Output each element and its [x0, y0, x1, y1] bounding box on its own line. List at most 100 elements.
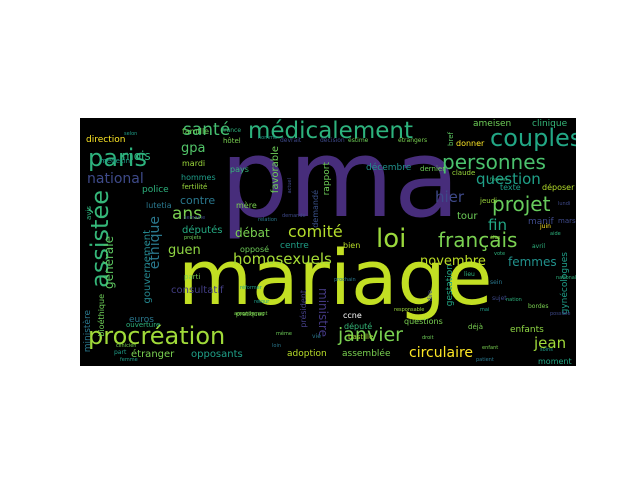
word: euros [129, 315, 154, 325]
word: adoption [287, 349, 327, 359]
word: procréation [88, 322, 226, 350]
word: fin [488, 216, 507, 234]
word: paris [88, 144, 147, 172]
word: comité [288, 222, 343, 241]
word: gouvernement [142, 230, 153, 304]
word: hommes [181, 173, 216, 182]
word: semaine [184, 215, 206, 221]
word: jean [534, 334, 567, 352]
word: novembre [420, 254, 486, 269]
word: mars [558, 217, 576, 225]
word: moment [538, 357, 572, 366]
word: président [299, 290, 308, 328]
word: hôtel [223, 137, 241, 145]
word: police [142, 185, 169, 195]
word: enfant [482, 345, 499, 351]
word: amendement [234, 311, 268, 317]
word: mai [480, 307, 490, 313]
word: ministre [316, 288, 330, 337]
word: tour [457, 211, 478, 222]
word: dire [427, 290, 434, 302]
word: actuel [287, 178, 293, 194]
word: réformer [240, 285, 262, 291]
word: contre [180, 194, 216, 207]
word: mois [122, 149, 151, 163]
word: texte [500, 183, 521, 192]
word: demande [282, 213, 306, 219]
word: centre [280, 241, 309, 251]
word: vote [494, 251, 506, 257]
word: pays [230, 165, 249, 174]
word: homosexuels [233, 250, 332, 268]
word: fourest [490, 177, 508, 183]
word: déposer [542, 183, 575, 192]
word: générale [102, 236, 116, 289]
word: pma [220, 118, 460, 242]
word: débat [235, 226, 270, 240]
word: fertilité [182, 183, 208, 191]
word: projet [492, 192, 551, 216]
word: loin [272, 343, 282, 349]
word: donner [456, 139, 485, 148]
word: aide [550, 231, 561, 237]
word: consultatif [171, 285, 224, 296]
word: gynécologues [560, 252, 570, 315]
word: famille [182, 127, 210, 136]
word: ccne [343, 311, 362, 320]
word: vie [312, 333, 321, 340]
word: bien [343, 241, 361, 250]
word: possible [550, 311, 571, 317]
word: ministère [83, 310, 93, 353]
word: bastille [348, 333, 374, 341]
word: responsable [394, 307, 425, 313]
word: selon [124, 131, 138, 137]
word: lundi [558, 201, 571, 207]
word: opposants [191, 349, 243, 360]
word: loi [376, 224, 407, 254]
word: lutetia [146, 201, 172, 210]
word: élus [490, 235, 501, 241]
word: rapport [322, 162, 332, 196]
word: étranger [131, 349, 175, 360]
word: étrangers [398, 137, 428, 144]
word: santé [183, 120, 231, 140]
word: claude [452, 169, 476, 177]
word: demandé [311, 190, 320, 228]
word: personnes [442, 150, 546, 174]
word: favorable [270, 146, 281, 194]
word: médicalement [248, 118, 413, 144]
word: bioéthique [97, 294, 106, 337]
word: sein [490, 279, 503, 286]
word: devrait [280, 137, 302, 144]
word: dernier [420, 165, 446, 173]
word: juin [540, 223, 551, 230]
word: circulaire [409, 345, 474, 361]
word: ouverture [126, 321, 161, 329]
word: relation [258, 217, 278, 223]
word: question [476, 170, 541, 188]
word: gestation [445, 264, 455, 307]
word: français [438, 228, 518, 252]
word: soins [540, 347, 553, 353]
word: ans [172, 204, 203, 224]
word: députés [182, 225, 223, 236]
word: homme [258, 135, 278, 141]
word: direction [86, 135, 126, 145]
word: femme [120, 357, 138, 363]
word: sujet [492, 295, 507, 302]
word: jeudi [480, 197, 498, 205]
word: mariage [178, 233, 493, 322]
word: décembre [366, 163, 412, 173]
word: avis [85, 206, 93, 221]
word: national [87, 171, 144, 187]
word: questions [404, 317, 443, 326]
word: enfants [510, 325, 544, 335]
word: part [114, 349, 127, 356]
word: ameisen [473, 119, 512, 129]
word: avril [532, 243, 546, 250]
word: pratiques [236, 311, 265, 318]
word: opposé [240, 245, 270, 254]
word: clinicien [116, 343, 137, 349]
word: bordes [528, 303, 549, 310]
word-cloud: pma mariage procréation médicalement ass… [80, 118, 576, 366]
